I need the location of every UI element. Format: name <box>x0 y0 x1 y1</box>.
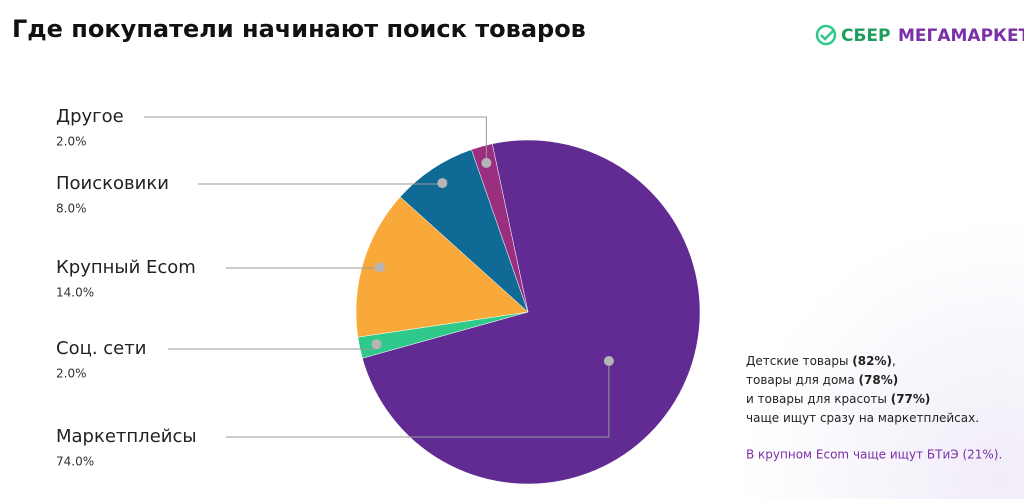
pie-slice <box>362 139 701 485</box>
annotation-part: (77%) <box>891 392 931 406</box>
category-label: Маркетплейсы <box>56 426 197 447</box>
annotation-part: и товары для красоты <box>746 392 891 406</box>
pie-slice <box>471 143 529 313</box>
annotation-part: чаще ищут сразу на маркетплейсах. <box>746 411 979 425</box>
pie-slice <box>355 196 529 338</box>
brand-logo: СБЕР МЕГАМАРКЕТ <box>815 24 1024 46</box>
logo-check <box>820 29 835 41</box>
annotation-line: Детские товары (82%), <box>746 354 896 368</box>
annotation-line: чаще ищут сразу на маркетплейсах. <box>746 411 979 425</box>
chart-title: Где покупатели начинают поиск товаров <box>12 15 586 43</box>
annotation-part: (82%) <box>852 354 892 368</box>
annotation-line: и товары для красоты (77%) <box>746 392 930 406</box>
value-label: 14.0% <box>56 286 94 300</box>
category-label: Другое <box>56 106 124 127</box>
annotation-part: (78%) <box>859 373 899 387</box>
category-label: Поисковики <box>56 173 169 194</box>
brand-sber: СБЕР <box>841 26 891 46</box>
logo-icon <box>815 24 837 46</box>
brand-megamarket: МЕГАМАРКЕТ <box>898 26 1024 46</box>
leader-dot <box>603 356 614 367</box>
annotation-part: товары для дома <box>746 373 859 387</box>
category-label: Соц. сети <box>56 338 146 359</box>
leader-dot <box>371 339 382 350</box>
leader-dot <box>481 157 492 168</box>
value-label: 2.0% <box>56 135 87 149</box>
leader-line <box>144 116 487 163</box>
leader-line <box>226 361 610 438</box>
leader-line <box>198 183 443 185</box>
annotation-part: Детские товары <box>746 354 852 368</box>
leader-dot <box>437 178 448 189</box>
category-label: Крупный Ecom <box>56 257 196 278</box>
leader-line <box>168 344 378 350</box>
value-label: 2.0% <box>56 367 87 381</box>
leader-line <box>226 267 381 269</box>
value-label: 8.0% <box>56 202 87 216</box>
highlight-note: В крупном Ecom чаще ищут БТиЭ (21%). <box>746 448 1002 462</box>
annotation-line: товары для дома (78%) <box>746 373 898 387</box>
annotation-part: , <box>892 354 896 368</box>
leader-dot <box>374 262 385 273</box>
value-label: 74.0% <box>56 455 94 469</box>
